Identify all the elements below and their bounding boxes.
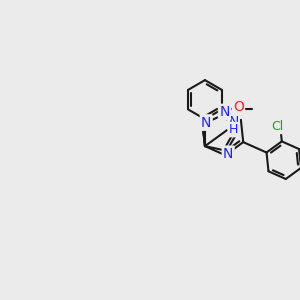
Text: N: N bbox=[219, 105, 230, 119]
Text: N: N bbox=[201, 116, 211, 130]
Text: N: N bbox=[223, 147, 233, 161]
Text: H: H bbox=[229, 123, 238, 136]
Text: O: O bbox=[233, 100, 244, 114]
Text: Cl: Cl bbox=[271, 120, 283, 133]
Text: N: N bbox=[228, 115, 239, 128]
